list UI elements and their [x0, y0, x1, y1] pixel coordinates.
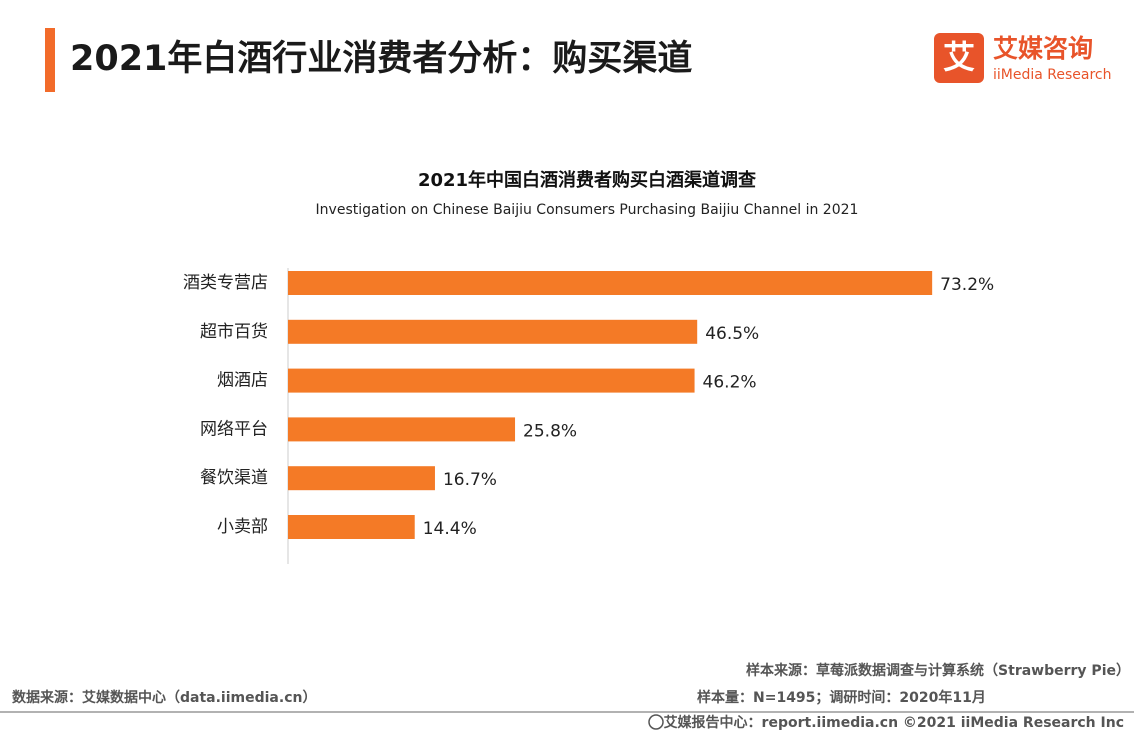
category-label: 超市百货 [200, 322, 268, 342]
plot: 酒类专营店 73.2% 超市百货 46.5% 烟酒店 46.2% 网络平台 25.8% 餐饮渠道… [183, 271, 994, 539]
logo-icon-text: 艾 [943, 38, 975, 76]
chart-subtitle: Investigation on Chinese Baijiu Consumer… [316, 202, 859, 218]
report-center: 艾媒报告中心：report.iimedia.cn ©2021 iiMedia R… [664, 714, 1124, 731]
value-label: 16.7% [443, 470, 497, 490]
value-label: 46.5% [705, 324, 759, 344]
category-label: 网络平台 [200, 419, 268, 439]
value-label: 25.8% [523, 421, 577, 441]
logo-en: iiMedia Research [993, 67, 1112, 83]
sample-source: 样本来源：草莓派数据调查与计算系统（Strawberry Pie） [746, 662, 1130, 679]
value-label: 73.2% [940, 275, 994, 295]
category-label: 小卖部 [217, 517, 268, 537]
page-title: 2021年白酒行业消费者分析：购买渠道 [70, 39, 692, 79]
value-label: 14.4% [423, 519, 477, 539]
bar [288, 417, 516, 442]
bar [288, 466, 435, 491]
category-label: 烟酒店 [217, 371, 268, 391]
data-source: 数据来源：艾媒数据中心（data.iimedia.cn） [12, 689, 316, 706]
bar [288, 515, 415, 539]
globe-icon [648, 714, 664, 730]
category-label: 餐饮渠道 [200, 468, 268, 488]
bar [288, 319, 698, 344]
bar [288, 271, 933, 295]
sample-size: 样本量：N=1495；调研时间：2020年11月 [697, 689, 986, 706]
chart-title: 2021年中国白酒消费者购买白酒渠道调查 [418, 169, 756, 191]
title-accent [45, 28, 55, 92]
bar [288, 368, 695, 393]
logo-icon [934, 33, 984, 83]
logo-cn: 艾媒咨询 [993, 34, 1093, 63]
value-label: 46.2% [703, 373, 757, 393]
category-label: 酒类专营店 [183, 273, 268, 293]
